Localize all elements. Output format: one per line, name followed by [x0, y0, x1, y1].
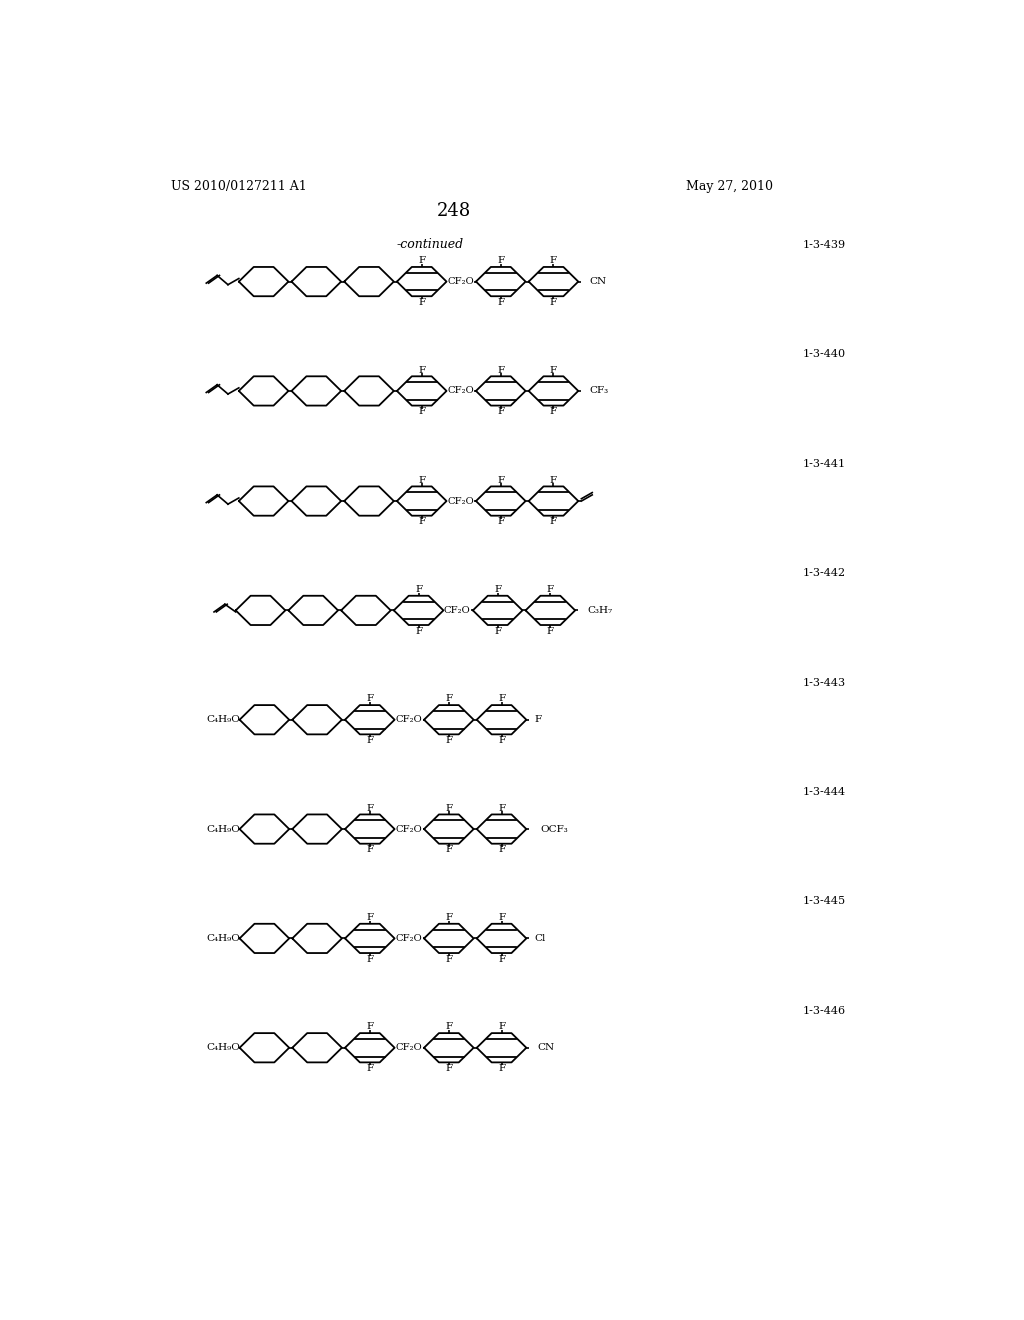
Text: CN: CN: [538, 1043, 554, 1052]
Text: F: F: [445, 1064, 453, 1073]
Text: F: F: [415, 585, 422, 594]
Text: F: F: [550, 366, 557, 375]
Text: F: F: [367, 954, 374, 964]
Text: F: F: [367, 1064, 374, 1073]
Text: F: F: [418, 408, 425, 416]
Text: F: F: [445, 845, 453, 854]
Text: F: F: [535, 715, 542, 725]
Text: 1-3-441: 1-3-441: [802, 459, 846, 469]
Text: 248: 248: [436, 202, 471, 219]
Text: F: F: [498, 517, 505, 527]
Text: CF₂O: CF₂O: [395, 935, 422, 942]
Text: F: F: [498, 1064, 505, 1073]
Text: OCF₃: OCF₃: [541, 825, 568, 833]
Text: F: F: [498, 475, 505, 484]
Text: F: F: [418, 256, 425, 265]
Text: F: F: [418, 475, 425, 484]
Text: F: F: [367, 913, 374, 923]
Text: 1-3-445: 1-3-445: [802, 896, 846, 907]
Text: F: F: [550, 517, 557, 527]
Text: Cl: Cl: [535, 935, 546, 942]
Text: F: F: [550, 475, 557, 484]
Text: F: F: [415, 627, 422, 636]
Text: 1-3-444: 1-3-444: [802, 787, 846, 797]
Text: F: F: [498, 737, 505, 744]
Text: F: F: [498, 954, 505, 964]
Text: CF₃: CF₃: [589, 387, 608, 396]
Text: F: F: [418, 298, 425, 306]
Text: C₄H₉O: C₄H₉O: [206, 935, 241, 942]
Text: F: F: [498, 298, 505, 306]
Text: F: F: [367, 1023, 374, 1031]
Text: F: F: [498, 256, 505, 265]
Text: CF₂O: CF₂O: [447, 277, 474, 286]
Text: C₃H₇: C₃H₇: [588, 606, 612, 615]
Text: May 27, 2010: May 27, 2010: [686, 181, 773, 194]
Text: F: F: [418, 517, 425, 527]
Text: F: F: [498, 1023, 505, 1031]
Text: F: F: [547, 627, 554, 636]
Text: 1-3-446: 1-3-446: [802, 1006, 846, 1016]
Text: CF₂O: CF₂O: [447, 496, 474, 506]
Text: 1-3-443: 1-3-443: [802, 677, 846, 688]
Text: 1-3-439: 1-3-439: [802, 240, 846, 249]
Text: F: F: [498, 845, 505, 854]
Text: F: F: [550, 298, 557, 306]
Text: F: F: [495, 627, 501, 636]
Text: F: F: [367, 845, 374, 854]
Text: CF₂O: CF₂O: [395, 715, 422, 725]
Text: F: F: [550, 408, 557, 416]
Text: F: F: [550, 256, 557, 265]
Text: F: F: [367, 694, 374, 704]
Text: F: F: [498, 408, 505, 416]
Text: CF₂O: CF₂O: [444, 606, 471, 615]
Text: C₄H₉O: C₄H₉O: [206, 715, 241, 725]
Text: 1-3-442: 1-3-442: [802, 569, 846, 578]
Text: CN: CN: [589, 277, 606, 286]
Text: F: F: [445, 913, 453, 923]
Text: C₄H₉O: C₄H₉O: [206, 825, 241, 833]
Text: CF₂O: CF₂O: [395, 825, 422, 833]
Text: F: F: [498, 366, 505, 375]
Text: C₄H₉O: C₄H₉O: [206, 1043, 241, 1052]
Text: F: F: [547, 585, 554, 594]
Text: F: F: [367, 804, 374, 813]
Text: F: F: [445, 1023, 453, 1031]
Text: F: F: [498, 804, 505, 813]
Text: F: F: [495, 585, 501, 594]
Text: US 2010/0127211 A1: US 2010/0127211 A1: [171, 181, 306, 194]
Text: F: F: [445, 737, 453, 744]
Text: -continued: -continued: [396, 238, 464, 251]
Text: CF₂O: CF₂O: [395, 1043, 422, 1052]
Text: 1-3-440: 1-3-440: [802, 348, 846, 359]
Text: F: F: [445, 804, 453, 813]
Text: F: F: [445, 694, 453, 704]
Text: F: F: [498, 913, 505, 923]
Text: F: F: [367, 737, 374, 744]
Text: F: F: [498, 694, 505, 704]
Text: F: F: [418, 366, 425, 375]
Text: CF₂O: CF₂O: [447, 387, 474, 396]
Text: F: F: [445, 954, 453, 964]
